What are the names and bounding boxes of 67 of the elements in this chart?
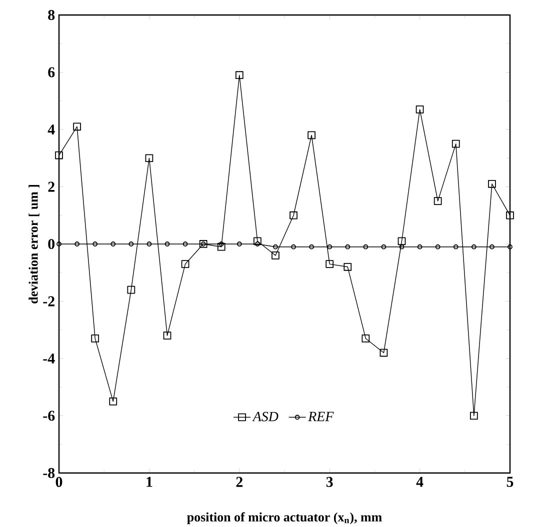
point [453,244,458,250]
x-tick-label: 5 [506,476,514,487]
point [110,241,116,246]
point [452,140,460,148]
y-tick-label: -4 [43,353,55,364]
point [182,241,188,246]
point [74,241,80,246]
point [326,260,334,268]
point [434,196,442,205]
point [290,211,298,220]
point [109,397,118,406]
point [345,244,350,250]
point [435,244,440,250]
point [363,244,368,250]
point [164,241,170,246]
point [272,251,280,260]
point [55,151,63,159]
x-tick-label: 0 [56,476,62,487]
legend-label: REF [308,412,334,421]
x-axis-title: position of micro actuator (x$_{n}$), mm [187,512,382,524]
point [506,211,514,220]
point [344,262,352,271]
point [181,260,190,268]
point [254,236,262,245]
point [381,244,386,250]
point [416,105,424,114]
point [255,241,260,246]
point [127,286,136,294]
point [217,242,226,251]
y-tick-label: 2 [48,182,54,192]
point [236,241,242,246]
x-tick-label: 2 [236,476,242,487]
point [92,241,98,246]
x-tick-label: 4 [416,476,424,487]
y-tick-label: 6 [48,67,55,78]
y-tick-label: -6 [43,410,55,421]
y-axis-title: deviation error [ um ] [28,184,40,304]
y-tick-label: -8 [43,468,55,478]
point [218,241,224,246]
point [309,244,314,250]
point [73,122,81,130]
x-tick-label: 3 [326,476,333,487]
point [399,244,404,250]
y-tick-label: -2 [43,296,54,306]
y-tick-label: 4 [48,124,55,134]
point [470,412,478,420]
legend-label: ASD [252,412,278,422]
point [362,334,370,342]
point [417,244,422,250]
y-tick-label: 0 [48,238,55,249]
point [291,244,296,250]
point [128,241,134,246]
point [308,131,316,139]
point [163,331,172,340]
point [488,180,496,188]
point [380,348,388,356]
y-tick-label: 8 [48,10,55,20]
point [490,244,494,250]
point [91,334,100,342]
point [235,70,244,79]
point [145,154,154,162]
point [398,236,406,245]
point [471,244,476,250]
point [146,241,152,246]
x-tick-label: 1 [146,476,152,487]
point [327,244,332,250]
point [273,244,278,250]
